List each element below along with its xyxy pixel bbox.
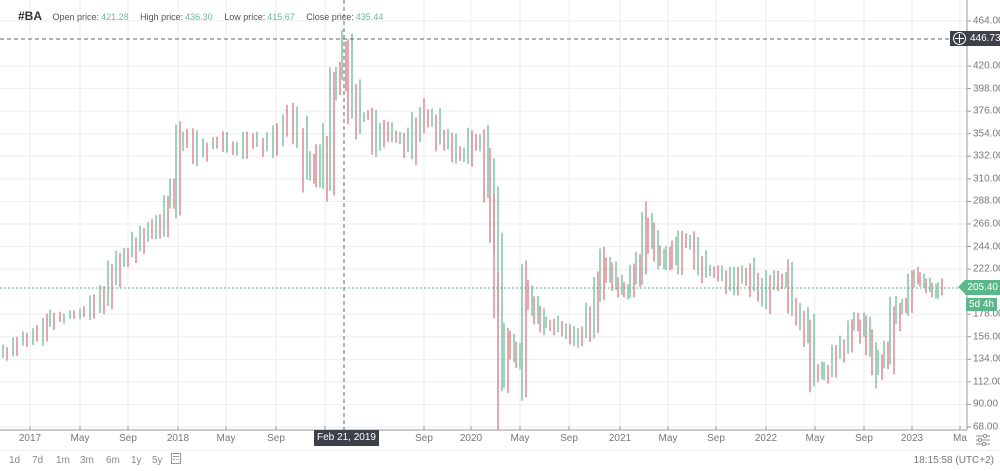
timeframe-6m[interactable]: 6m [106,455,120,466]
open-value: 421.28 [101,12,129,22]
x-tick-label: 2022 [754,433,778,444]
x-tick-label: 2020 [459,433,483,444]
chart-grid [0,0,967,430]
clock-time: 18:15:58 (UTC+2) [913,455,994,466]
timeframe-3m[interactable]: 3m [80,455,94,466]
close-label: Close price: [306,12,354,22]
x-tick-label: May [70,433,90,444]
x-tick-label: 2021 [608,433,632,444]
y-tick-label: 332.00 [973,150,1000,162]
close-value: 435.44 [355,12,384,22]
y-tick-label: 420.00 [973,60,1000,72]
timeframe-7d[interactable]: 7d [32,455,44,466]
crosshair-plus-icon[interactable] [953,32,966,45]
x-tick-label: May [510,433,530,444]
x-tick-label: 2017 [18,433,42,444]
y-tick-label: 464.00 [973,15,1000,27]
x-tick-label: Sep [707,433,725,444]
ohlc-header: #BA Open price: 421.28 High price: 436.30 … [18,9,392,23]
x-tick-label: Sep [267,433,285,444]
low-value: 415.67 [267,12,295,22]
low-label: Low price: [224,12,266,22]
open-label: Open price: [52,12,100,22]
y-tick-label: 222.00 [973,263,1000,275]
candle-countdown: 5d 4h [966,298,998,311]
high-label: High price: [140,12,184,22]
high-value: 436.30 [185,12,213,22]
x-axis-ticks [29,426,961,430]
y-tick-label: 376.00 [973,105,1000,117]
y-tick-label: 112.00 [973,376,1000,388]
crosshair-price-value: 446.73 [970,33,1000,44]
x-tick-label: Sep [119,433,137,444]
y-tick-label: 178.00 [973,308,1000,320]
current-price-tag: 205.40 [958,280,1000,295]
x-tick-label: Sep [855,433,873,444]
y-tick-label: 90.00 [973,398,999,410]
y-tick-label: 398.00 [973,83,1000,95]
y-axis-ticks [967,20,971,428]
y-tick-label: 266.00 [973,218,1000,230]
x-tick-label: 2023 [900,433,924,444]
timeframe-1y[interactable]: 1y [131,455,142,466]
y-tick-label: 244.00 [973,241,1000,252]
calendar-icon[interactable] [171,453,181,464]
symbol: #BA [18,9,43,23]
y-tick-label: 68.00 [973,421,999,433]
x-tick-label: Sep [560,433,578,444]
y-tick-label: 288.00 [973,195,1000,207]
crosshair-date-tag: Feb 21, 2019 [314,430,379,446]
y-tick-label: 310.00 [973,173,1000,185]
x-tick-label: Sep [415,433,433,444]
y-tick-label: 156.00 [973,331,1000,343]
bottom-toolbar [0,450,1000,471]
y-tick-label: 354.00 [973,128,1000,140]
x-tick-label: Ma [953,433,967,444]
x-tick-label: 2018 [166,433,190,444]
y-tick-label: 134.00 [973,353,1000,365]
candlesticks [2,29,943,431]
x-tick-label: May [658,433,678,444]
x-tick-label: May [805,433,825,444]
timeframe-1d[interactable]: 1d [9,455,21,466]
timeframe-1m[interactable]: 1m [56,455,70,466]
crosshair-price-tag: 446.73 [950,31,1000,46]
timeframe-5y[interactable]: 5y [152,455,163,466]
x-tick-label: May [216,433,236,444]
chart-settings-icon[interactable] [975,434,991,446]
